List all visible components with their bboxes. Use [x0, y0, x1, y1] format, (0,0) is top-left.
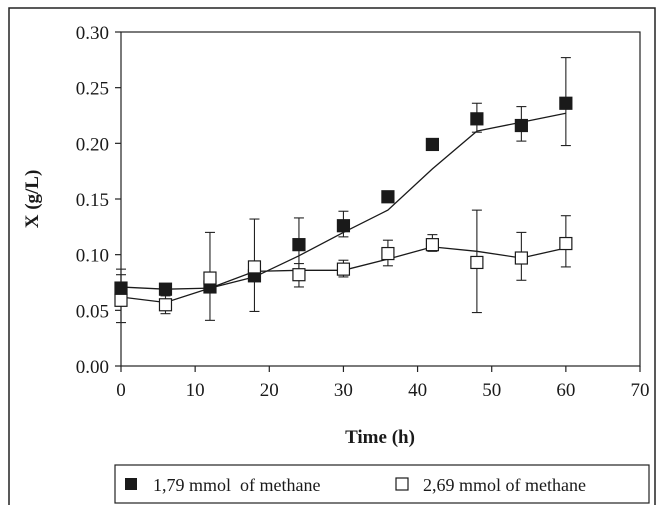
y-tick-label: 0.30	[76, 23, 109, 44]
y-tick-label: 0.15	[76, 190, 109, 211]
series-2-point	[203, 271, 217, 285]
x-tick-label: 60	[556, 380, 575, 401]
series-2-point	[158, 298, 173, 312]
y-tick-label: 0.10	[76, 246, 109, 267]
series-1-point	[114, 281, 128, 295]
legend: 1,79 mmol of methane 2,69 mmol of methan…	[114, 464, 650, 504]
x-tick-label: 40	[408, 380, 427, 401]
x-axis: 0 10 20 30 40 50 60 70	[116, 366, 650, 401]
x-tick-label: 20	[260, 380, 279, 401]
x-tick-label: 70	[631, 380, 650, 401]
legend-marker-open-square	[395, 477, 409, 491]
y-tick-label: 0.25	[76, 79, 109, 100]
series-2-point	[114, 293, 128, 307]
series-2-point	[247, 260, 262, 274]
legend-label-series-2: 2,69 mmol of methane	[423, 475, 586, 495]
x-tick-label: 50	[482, 380, 501, 401]
x-tick-label: 0	[116, 380, 126, 401]
series-2-point	[559, 236, 573, 251]
y-tick-label: 0.20	[76, 134, 109, 155]
series-2-point	[292, 268, 306, 282]
series-2-point	[470, 255, 484, 270]
series-1-point	[425, 137, 439, 152]
x-axis-title: Time (h)	[345, 427, 415, 448]
series-1-point	[381, 190, 395, 204]
x-tick-label: 10	[186, 380, 205, 401]
series-1-point	[514, 118, 528, 133]
figure-frame	[8, 7, 656, 505]
series-2-point	[514, 251, 528, 265]
y-axis: 0.00 0.05 0.10 0.15 0.20 0.25 0.30	[76, 23, 121, 378]
series-2-point	[336, 262, 351, 276]
y-tick-label: 0.05	[76, 301, 109, 322]
series-2-point	[381, 246, 395, 261]
series-1-point	[470, 112, 484, 126]
data-markers	[114, 96, 573, 312]
legend-box	[114, 464, 650, 504]
legend-label-series-1: 1,79 mmol of methane	[153, 475, 320, 495]
series-1-point	[292, 238, 306, 252]
y-tick-label: 0.00	[76, 357, 109, 378]
series-1-point	[559, 96, 573, 110]
plot-area	[120, 31, 641, 367]
legend-marker-filled-square	[125, 478, 137, 490]
series-2-point	[425, 238, 439, 252]
x-tick-label: 30	[334, 380, 353, 401]
y-axis-title: X (g/L)	[22, 170, 43, 229]
series-1-point	[336, 219, 351, 233]
series-1-point	[158, 282, 173, 296]
